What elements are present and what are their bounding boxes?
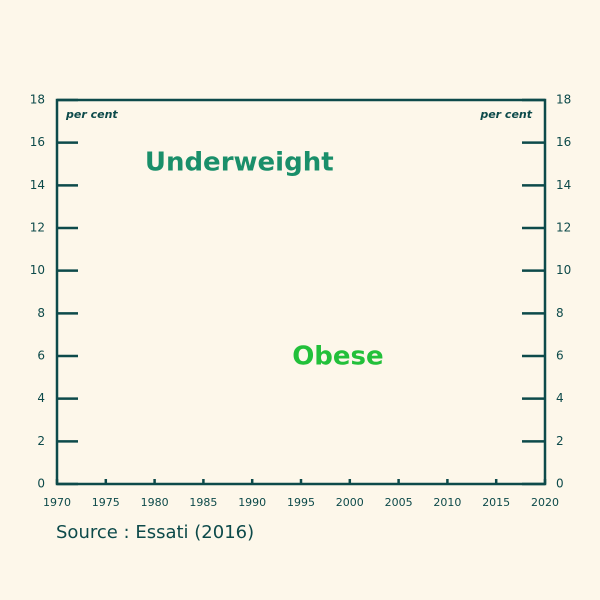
source: Source : Essati (2016) <box>56 522 254 543</box>
y2-tick-label: 0 <box>556 477 564 491</box>
y-tick-label: 12 <box>30 221 45 235</box>
y-tick-label: 4 <box>37 391 45 405</box>
x-tick-label: 1970 <box>43 496 71 509</box>
y-tick-label: 0 <box>37 477 45 491</box>
x-tick-label: 1985 <box>189 496 217 509</box>
x-tick-label: 2015 <box>482 496 510 509</box>
y2-axis-label: per cent <box>479 108 532 121</box>
y-axis-label: per cent <box>65 108 118 121</box>
x-tick-label: 2000 <box>336 496 364 509</box>
y2-tick-label: 10 <box>556 263 571 277</box>
x-tick-label: 1995 <box>287 496 315 509</box>
y-tick-label: 6 <box>37 349 45 363</box>
y2-tick-label: 6 <box>556 349 564 363</box>
y-tick-label: 14 <box>30 178 45 192</box>
y-tick-label: 16 <box>30 135 45 149</box>
x-tick-label: 2005 <box>385 496 413 509</box>
y-tick-label: 18 <box>30 93 45 107</box>
annotation: Underweight <box>145 147 334 177</box>
y2-tick-label: 18 <box>556 93 571 107</box>
x-tick-label: 2010 <box>433 496 461 509</box>
x-tick-label: 1980 <box>141 496 169 509</box>
y2-tick-label: 8 <box>556 306 564 320</box>
y-tick-label: 2 <box>37 434 45 448</box>
y-tick-label: 10 <box>30 263 45 277</box>
y2-tick-label: 12 <box>556 221 571 235</box>
y2-tick-label: 14 <box>556 178 571 192</box>
y2-tick-label: 2 <box>556 434 564 448</box>
x-tick-label: 1990 <box>238 496 266 509</box>
y2-tick-label: 4 <box>556 391 564 405</box>
x-tick-label: 2020 <box>531 496 559 509</box>
y2-tick-label: 16 <box>556 135 571 149</box>
annotation: Obese <box>292 342 383 372</box>
y-tick-label: 8 <box>37 306 45 320</box>
x-tick-label: 1975 <box>92 496 120 509</box>
